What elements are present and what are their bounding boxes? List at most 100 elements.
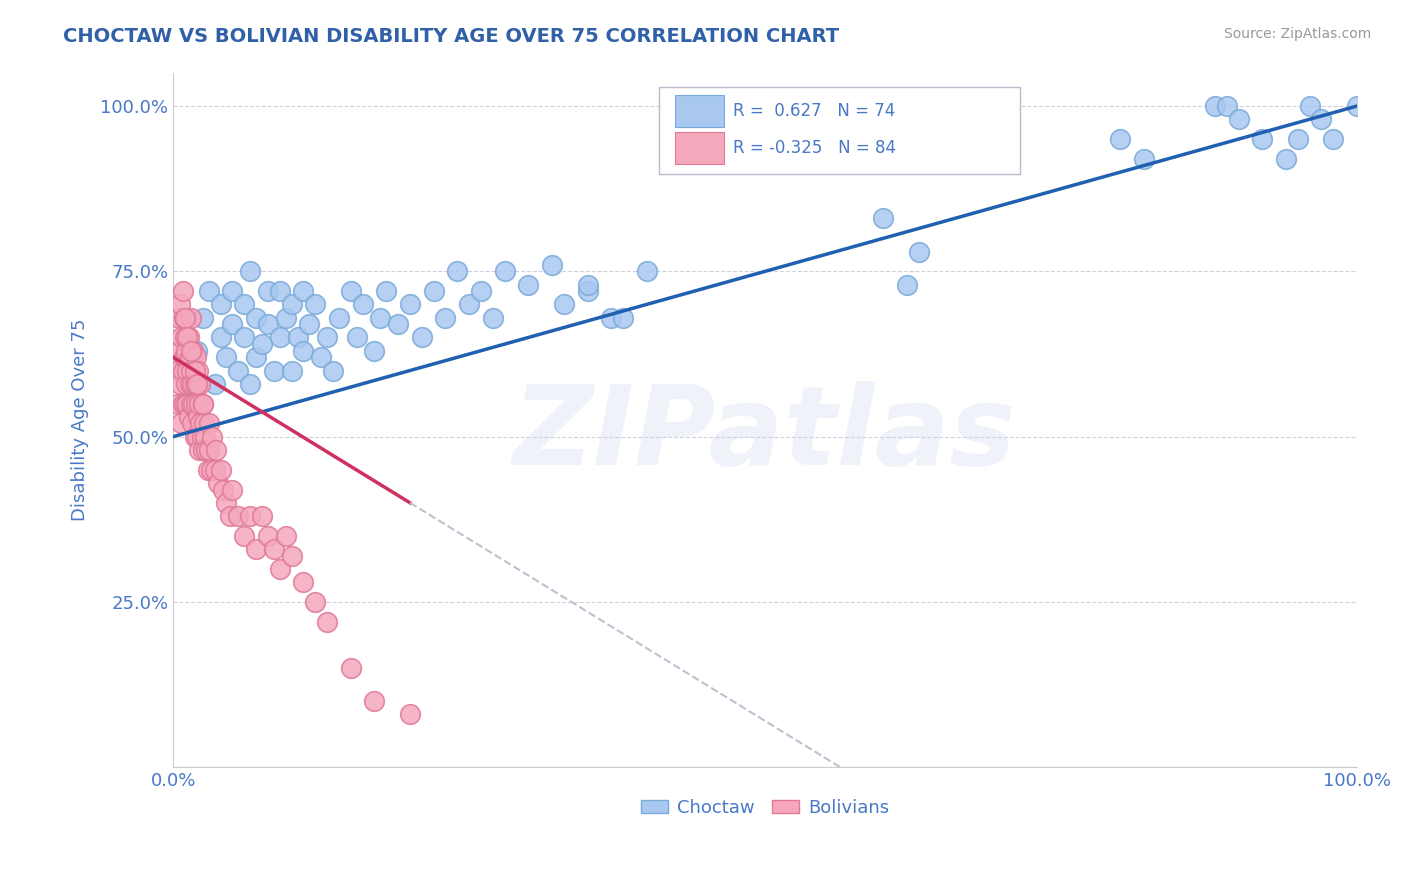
Point xyxy=(239,508,262,523)
Point xyxy=(896,277,918,292)
Point xyxy=(494,264,516,278)
Point xyxy=(200,463,222,477)
Point xyxy=(190,430,212,444)
Point xyxy=(363,343,385,358)
Point xyxy=(174,330,197,344)
Point xyxy=(212,483,235,497)
Point xyxy=(1251,132,1274,146)
Point xyxy=(194,430,217,444)
Point xyxy=(187,363,209,377)
FancyBboxPatch shape xyxy=(675,132,724,164)
Point xyxy=(177,330,200,344)
Point xyxy=(1346,99,1368,113)
Point xyxy=(375,284,398,298)
Point xyxy=(183,343,205,358)
Point xyxy=(191,442,214,457)
Point xyxy=(636,264,658,278)
Point xyxy=(1310,112,1333,127)
Point xyxy=(228,508,250,523)
Point xyxy=(186,430,208,444)
Point xyxy=(576,284,599,298)
Point xyxy=(411,330,433,344)
Point xyxy=(190,376,212,391)
Point xyxy=(370,310,392,325)
Point xyxy=(339,661,361,675)
Point xyxy=(197,417,219,431)
Point xyxy=(173,351,195,365)
Point xyxy=(399,297,422,311)
Point xyxy=(209,330,232,344)
Point xyxy=(1322,132,1344,146)
Point xyxy=(1227,112,1250,127)
Point xyxy=(172,396,194,410)
Text: Source: ZipAtlas.com: Source: ZipAtlas.com xyxy=(1223,27,1371,41)
Legend: Choctaw, Bolivians: Choctaw, Bolivians xyxy=(633,792,897,824)
Point xyxy=(209,297,232,311)
Point xyxy=(201,430,224,444)
Point xyxy=(186,343,208,358)
Point xyxy=(908,244,931,259)
Point xyxy=(245,542,267,557)
Point xyxy=(197,463,219,477)
Text: CHOCTAW VS BOLIVIAN DISABILITY AGE OVER 75 CORRELATION CHART: CHOCTAW VS BOLIVIAN DISABILITY AGE OVER … xyxy=(63,27,839,45)
Point xyxy=(170,417,193,431)
Point xyxy=(292,284,315,298)
Point xyxy=(180,310,202,325)
Point xyxy=(1298,99,1320,113)
Point xyxy=(219,508,242,523)
Point xyxy=(205,442,228,457)
Point xyxy=(298,318,321,332)
Point xyxy=(183,376,205,391)
Point xyxy=(576,277,599,292)
Point xyxy=(191,396,214,410)
Point xyxy=(274,529,297,543)
Point xyxy=(1216,99,1239,113)
Point xyxy=(215,351,238,365)
Point xyxy=(263,542,285,557)
Point xyxy=(287,330,309,344)
Point xyxy=(422,284,444,298)
Point xyxy=(553,297,575,311)
Point xyxy=(180,363,202,377)
Point xyxy=(195,442,218,457)
Point xyxy=(228,363,250,377)
Point xyxy=(612,310,634,325)
Point xyxy=(180,343,202,358)
Point xyxy=(188,396,211,410)
Point xyxy=(183,396,205,410)
Point xyxy=(204,376,226,391)
Point xyxy=(170,330,193,344)
Point xyxy=(190,417,212,431)
Text: ZIPatlas: ZIPatlas xyxy=(513,381,1017,488)
Point xyxy=(328,310,350,325)
Point xyxy=(169,376,191,391)
Point xyxy=(172,284,194,298)
Point xyxy=(183,363,205,377)
Point xyxy=(387,318,409,332)
Point xyxy=(187,409,209,424)
Point xyxy=(197,284,219,298)
Point xyxy=(245,351,267,365)
Point xyxy=(186,376,208,391)
Point xyxy=(458,297,481,311)
Point xyxy=(197,442,219,457)
Point xyxy=(292,575,315,590)
Point xyxy=(316,615,339,629)
Point xyxy=(269,562,291,576)
Point xyxy=(172,363,194,377)
Point xyxy=(239,264,262,278)
Point xyxy=(250,337,273,351)
Point xyxy=(179,376,201,391)
Point xyxy=(167,343,190,358)
FancyBboxPatch shape xyxy=(658,87,1019,174)
Point xyxy=(221,318,243,332)
Point xyxy=(446,264,468,278)
Point xyxy=(181,417,204,431)
Point xyxy=(346,330,368,344)
Point xyxy=(263,363,285,377)
Point xyxy=(316,330,339,344)
Point xyxy=(193,417,215,431)
Point xyxy=(434,310,457,325)
Point xyxy=(517,277,540,292)
Point xyxy=(174,396,197,410)
